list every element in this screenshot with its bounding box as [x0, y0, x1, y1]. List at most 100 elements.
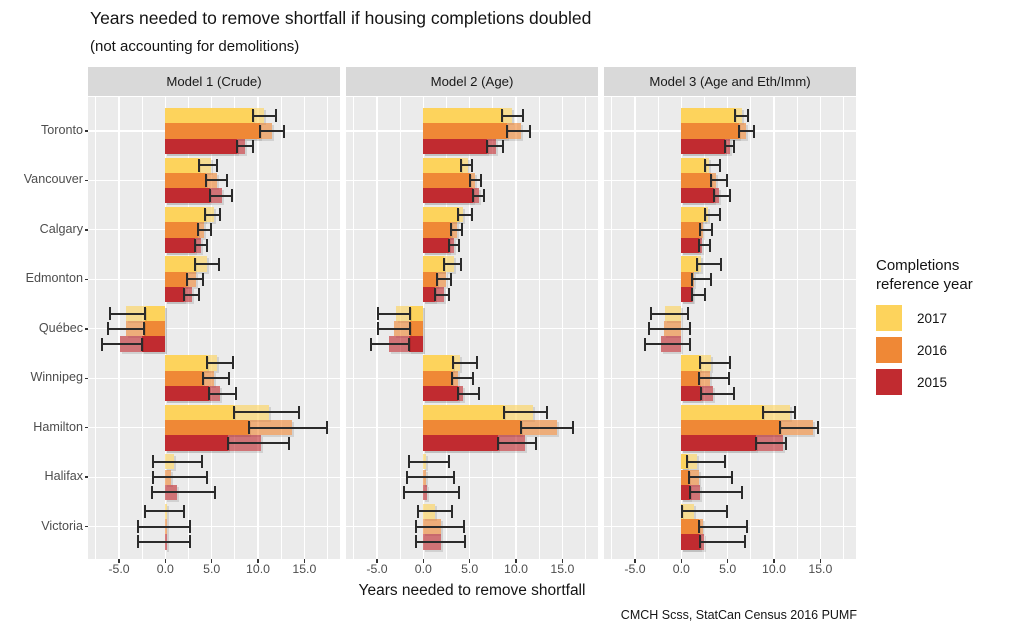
bar-solid-2016 [165, 123, 260, 139]
error-bar-cap [452, 356, 454, 370]
x-tick-mark [164, 559, 167, 563]
legend-swatch-2017-icon [876, 305, 902, 332]
error-bar-cap [647, 322, 650, 336]
error-bar-line [437, 278, 452, 281]
gridline-y-major [346, 328, 598, 330]
bar-solid-2015 [423, 287, 436, 303]
chart-title: Years needed to remove shortfall if hous… [90, 8, 592, 28]
error-bar-line [691, 293, 705, 296]
error-bar-line [206, 179, 228, 182]
legend-label-2015: 2015 [917, 374, 948, 390]
error-bar-line [138, 540, 191, 543]
error-bar-cap [685, 455, 688, 469]
x-tick-label: 0.0 [672, 562, 690, 576]
bar-solid-2016 [423, 370, 453, 386]
x-tick-label: 10.0 [504, 562, 528, 576]
error-bar-cap [409, 322, 412, 336]
x-tick-label: 15.0 [808, 562, 833, 576]
bar-solid-2017 [165, 206, 206, 223]
error-bar-line [209, 194, 233, 197]
error-bar-cap [501, 109, 504, 123]
x-tick-label: 5.0 [203, 562, 221, 576]
error-bar-cap [477, 387, 480, 401]
gridline-x-minor [843, 97, 844, 559]
y-axis-label: Edmonton [25, 271, 83, 286]
error-bar-line [153, 460, 203, 463]
bar-solid-2015 [423, 188, 474, 204]
error-bar-line [698, 377, 729, 380]
x-tick-mark [257, 559, 259, 563]
bar-solid-2017 [681, 404, 763, 421]
error-bar-cap [505, 124, 508, 138]
y-tick-mark [84, 476, 88, 478]
error-bar-line [699, 228, 712, 231]
x-tick-label: 15.0 [550, 562, 575, 576]
error-bar-cap [252, 109, 255, 123]
gridline-x-major [561, 97, 564, 559]
error-bar-cap [688, 485, 691, 499]
bar-solid-2015 [165, 385, 209, 402]
y-tick-mark [84, 130, 88, 132]
bar-solid-2017 [165, 256, 195, 272]
error-bar-cap [450, 272, 453, 286]
facet-strip-model-2: Model 2 (Age) [346, 67, 598, 96]
error-bar-cap [778, 421, 781, 435]
error-bar-line [697, 263, 722, 266]
error-bar-cap [106, 322, 109, 336]
gridline-x-major [819, 97, 822, 559]
y-tick-mark [84, 278, 88, 281]
bar-solid-2017 [410, 305, 424, 322]
gridline-x-minor [234, 97, 236, 559]
x-tick-label: 0.0 [156, 562, 174, 576]
y-axis-label: Victoria [41, 518, 83, 533]
x-tick-label: -5.0 [624, 562, 646, 576]
bar-solid-2015 [681, 435, 757, 451]
error-bar-cap [649, 307, 652, 320]
error-bar-line [689, 491, 742, 494]
bar-solid-2017 [681, 355, 700, 371]
y-axis-label: Winnipeg [30, 370, 83, 385]
error-bar-cap [471, 158, 474, 172]
error-bar-cap [460, 158, 463, 172]
error-bar-cap [755, 436, 758, 450]
y-axis-label: Vancouver [23, 172, 83, 187]
error-bar-cap [723, 455, 726, 469]
bar-solid-2015 [409, 336, 424, 352]
error-bar-cap [681, 504, 684, 518]
bar-solid-2015 [681, 287, 692, 303]
error-bar-cap [697, 371, 700, 385]
error-bar-cap [727, 371, 730, 385]
bar-solid-2017 [165, 108, 254, 124]
error-bar-cap [752, 124, 755, 138]
error-bar-cap [219, 208, 222, 222]
error-bar-cap [202, 272, 205, 286]
error-bar-cap [231, 356, 234, 370]
bar-solid-2015 [165, 138, 237, 154]
error-bar-cap [196, 223, 199, 237]
error-bar-line [700, 392, 735, 395]
error-bar-cap [247, 421, 250, 435]
error-bar-line [153, 476, 208, 479]
gridline-x-major [303, 97, 306, 559]
bar-solid-2016 [165, 222, 198, 238]
error-bar-cap [151, 485, 154, 499]
bar-solid-2015 [165, 287, 184, 303]
x-tick-mark [726, 559, 729, 563]
error-bar-line [208, 392, 236, 395]
error-bar-cap [456, 387, 459, 401]
gridline-x-minor [327, 97, 328, 559]
error-bar-line [648, 327, 690, 330]
bar-solid-2016 [681, 222, 700, 238]
y-tick-mark [84, 179, 88, 182]
error-bar-line [236, 145, 254, 148]
error-bar-cap [326, 421, 329, 435]
x-tick-mark [468, 559, 471, 563]
error-bar-cap [688, 337, 691, 351]
facet-panel [604, 97, 856, 559]
legend-title: Completions reference year [876, 257, 973, 294]
error-bar-cap [208, 189, 211, 203]
error-bar-cap [458, 485, 461, 499]
error-bar-line [403, 491, 460, 494]
bar-solid-2017 [681, 256, 698, 272]
